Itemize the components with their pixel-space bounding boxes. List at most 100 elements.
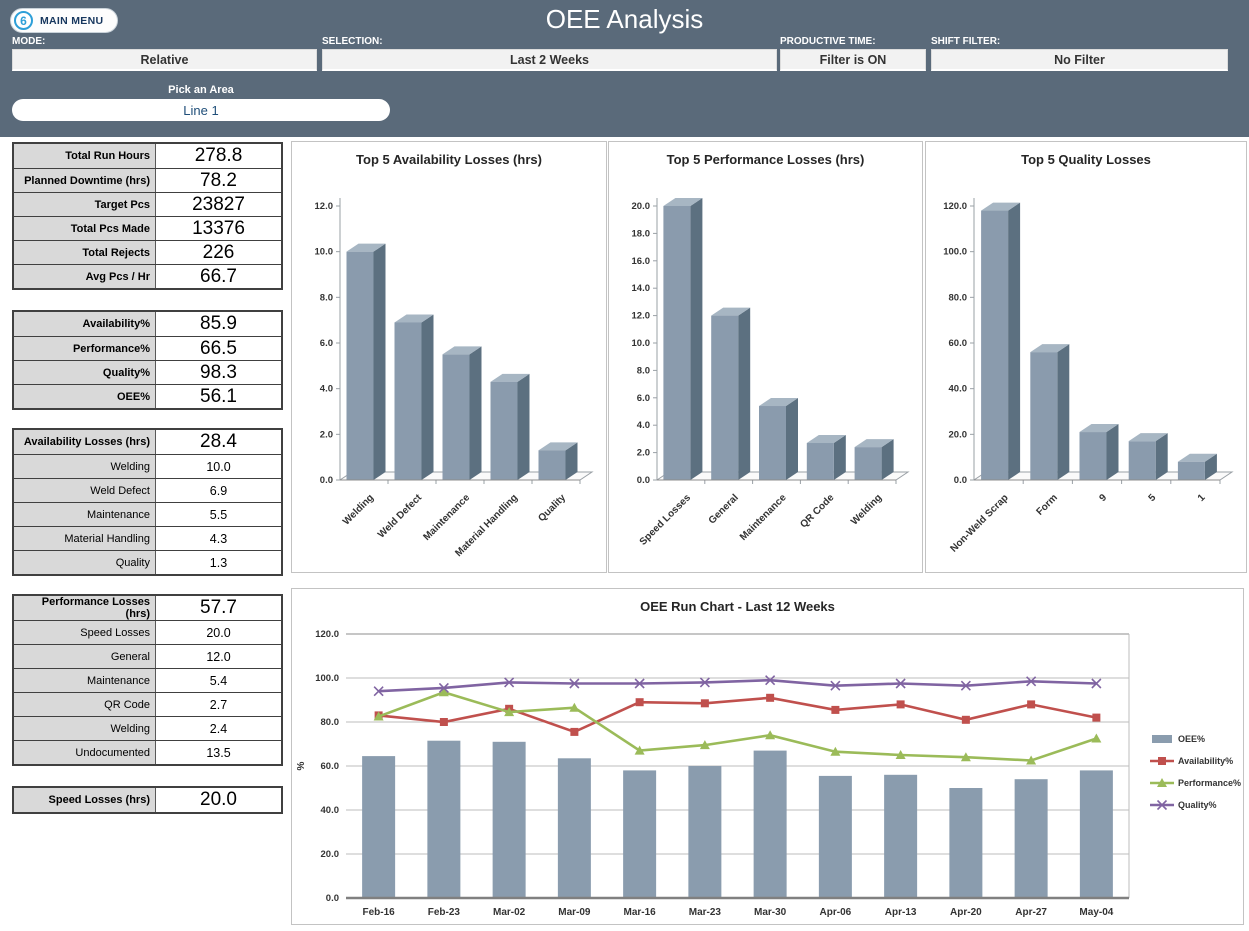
svg-text:0.0: 0.0 [637,475,650,486]
filter-button[interactable]: Last 2 Weeks [322,49,777,71]
svg-text:20.0: 20.0 [321,849,340,860]
filter-label: SELECTION: [322,36,383,47]
row-label: Total Rejects [14,241,156,264]
svg-text:18.0: 18.0 [632,228,651,239]
svg-text:Top 5 Performance Losses (hrs: Top 5 Performance Losses (hrs) [667,152,865,167]
performance-losses-chart: Top 5 Performance Losses (hrs) 0.0 2.0 4.0 6… [608,141,923,573]
filter-button[interactable]: Filter is ON [780,49,926,71]
svg-text:8.0: 8.0 [320,292,333,303]
page-title: OEE Analysis [545,4,704,34]
row-value: 20.0 [206,625,231,640]
svg-text:Top 5 Quality Losses: Top 5 Quality Losses [1021,152,1151,167]
row-label: Performance% [14,337,156,360]
row-label: Performance Losses (hrs) [14,596,156,620]
svg-text:Quality: Quality [536,492,568,524]
row-label: Availability% [14,312,156,336]
row-value: 78.2 [200,169,237,191]
svg-text:5: 5 [1147,492,1159,504]
row-value: 278.8 [194,145,243,166]
svg-text:40.0: 40.0 [321,805,340,816]
row-value: 20.0 [200,789,237,810]
svg-text:20.0: 20.0 [949,429,968,440]
svg-text:6.0: 6.0 [320,338,333,349]
table-row: Performance Losses (hrs) 57.7 [14,596,281,620]
svg-text:80.0: 80.0 [321,717,340,728]
row-value: 98.3 [200,361,237,383]
table-row: Target Pcs 23827 [14,192,281,216]
svg-text:Feb-16: Feb-16 [363,907,396,918]
filter-group: SELECTION: Last 2 Weeks [322,36,777,71]
row-value: 13376 [192,217,245,239]
svg-text:10.0: 10.0 [315,247,334,258]
svg-text:100.0: 100.0 [315,673,339,684]
svg-text:Mar-02: Mar-02 [493,907,526,918]
svg-text:0.0: 0.0 [954,475,967,486]
row-label: Total Pcs Made [14,217,156,240]
svg-text:May-04: May-04 [1079,907,1113,918]
filter-button[interactable]: Relative [12,49,317,71]
row-value: 2.7 [209,697,228,712]
table-row: Maintenance 5.4 [14,668,281,692]
svg-text:Apr-27: Apr-27 [1015,907,1047,918]
svg-text:0.0: 0.0 [320,475,333,486]
row-value: 5.5 [209,507,228,522]
svg-text:Availability%: Availability% [1178,756,1233,766]
svg-text:Welding: Welding [341,492,376,527]
row-label: Speed Losses (hrs) [14,788,156,812]
svg-text:Apr-20: Apr-20 [950,907,982,918]
svg-text:Weld Defect: Weld Defect [376,492,425,541]
row-label: Welding [14,717,156,740]
svg-text:OEE Run Chart - Last 12 Weeks: OEE Run Chart - Last 12 Weeks [640,599,835,614]
svg-text:0.0: 0.0 [326,893,339,904]
svg-text:80.0: 80.0 [949,292,968,303]
svg-text:14.0: 14.0 [632,283,651,294]
filter-button[interactable]: No Filter [931,49,1228,71]
row-label: Maintenance [14,669,156,692]
svg-text:2.0: 2.0 [320,429,333,440]
row-value: 66.7 [200,265,237,287]
table-row: Quality% 98.3 [14,360,281,384]
row-value: 57.7 [200,597,237,618]
row-label: Planned Downtime (hrs) [14,169,156,192]
row-label: OEE% [14,385,156,408]
avail-chart-svg: Top 5 Availability Losses (hrs) 0.0 2.0 4.0… [315,152,594,559]
quality-losses-chart: Top 5 Quality Losses 0.0 20.0 40.0 60.0 80.0 1… [925,141,1247,573]
svg-text:120.0: 120.0 [943,201,967,212]
table-row: Quality 1.3 [14,550,281,574]
row-label: Quality [14,551,156,574]
area-picker-label: Pick an Area [168,84,234,96]
table-row: General 12.0 [14,644,281,668]
svg-text:12.0: 12.0 [632,311,651,322]
row-label: Target Pcs [14,193,156,216]
table-row: Welding 10.0 [14,454,281,478]
row-label: Avg Pcs / Hr [14,265,156,288]
area-picker[interactable]: Line 1 [12,99,390,121]
svg-text:6.0: 6.0 [637,393,650,404]
svg-text:10.0: 10.0 [632,338,651,349]
row-label: Material Handling [14,527,156,550]
row-value: 1.3 [209,555,228,570]
row-label: Availability Losses (hrs) [14,430,156,454]
row-label: Quality% [14,361,156,384]
main-menu-label: MAIN MENU [40,14,104,27]
filter-group: MODE: Relative [12,36,317,71]
filter-group: PRODUCTIVE TIME: Filter is ON [780,36,926,71]
main-menu-button[interactable]: 6 MAIN MENU [10,8,119,33]
svg-text:Performance%: Performance% [1178,778,1241,788]
table-row: Undocumented 13.5 [14,740,281,764]
svg-text:Maintenance: Maintenance [422,492,473,543]
row-value: 5.4 [209,673,228,688]
svg-text:Welding: Welding [849,492,884,527]
table-row: Welding 2.4 [14,716,281,740]
oee-metrics-table: Availability% 85.9 Performance% 66.5 Quality… [12,310,283,410]
filter-label: PRODUCTIVE TIME: [780,36,876,47]
svg-text:4.0: 4.0 [320,384,333,395]
row-value: 23827 [192,193,245,215]
row-value: 2.4 [209,721,228,736]
availability-losses-chart: Top 5 Availability Losses (hrs) 0.0 2.0 4.0… [291,141,607,573]
filter-group: SHIFT FILTER: No Filter [931,36,1228,71]
filter-label: SHIFT FILTER: [931,36,1001,47]
svg-text:Speed Losses: Speed Losses [638,492,694,548]
speed-losses-table: Speed Losses (hrs) 20.0 [12,786,283,814]
